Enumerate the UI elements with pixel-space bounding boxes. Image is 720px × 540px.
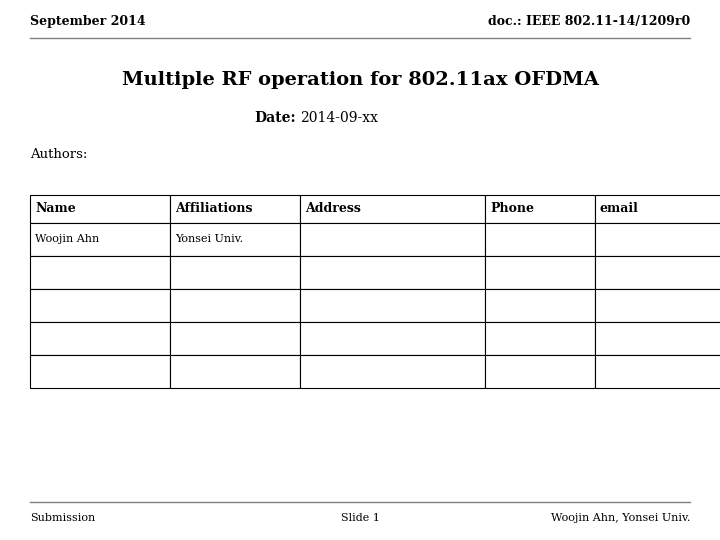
Bar: [485, 195, 595, 223]
Text: Affiliations: Affiliations: [175, 202, 253, 215]
Text: Woojin Ahn, Yonsei Univ.: Woojin Ahn, Yonsei Univ.: [551, 513, 690, 523]
Bar: [595, 223, 720, 256]
Bar: [300, 195, 485, 223]
Bar: [170, 256, 300, 289]
Text: September 2014: September 2014: [30, 16, 145, 29]
Bar: [300, 322, 485, 355]
Bar: [485, 256, 595, 289]
Bar: [170, 223, 300, 256]
Bar: [170, 289, 300, 322]
Text: email: email: [600, 202, 639, 215]
Bar: [170, 355, 300, 388]
Bar: [30, 256, 170, 289]
Text: doc.: IEEE 802.11-14/1209r0: doc.: IEEE 802.11-14/1209r0: [487, 16, 690, 29]
Bar: [300, 223, 485, 256]
Text: Phone: Phone: [490, 202, 534, 215]
Bar: [300, 289, 485, 322]
Bar: [595, 256, 720, 289]
Bar: [300, 355, 485, 388]
Text: Submission: Submission: [30, 513, 95, 523]
Bar: [30, 223, 170, 256]
Bar: [485, 355, 595, 388]
Bar: [595, 289, 720, 322]
Text: Yonsei Univ.: Yonsei Univ.: [175, 234, 243, 245]
Text: Woojin Ahn: Woojin Ahn: [35, 234, 99, 245]
Bar: [30, 195, 170, 223]
Text: Multiple RF operation for 802.11ax OFDMA: Multiple RF operation for 802.11ax OFDMA: [122, 71, 598, 89]
Bar: [485, 322, 595, 355]
Text: Slide 1: Slide 1: [341, 513, 379, 523]
Text: Address: Address: [305, 202, 361, 215]
Bar: [595, 355, 720, 388]
Bar: [595, 322, 720, 355]
Bar: [485, 289, 595, 322]
Bar: [595, 195, 720, 223]
Text: Date:: Date:: [254, 111, 296, 125]
Text: Name: Name: [35, 202, 76, 215]
Bar: [170, 195, 300, 223]
Bar: [30, 355, 170, 388]
Bar: [30, 322, 170, 355]
Bar: [300, 256, 485, 289]
Bar: [485, 223, 595, 256]
Text: 2014-09-xx: 2014-09-xx: [300, 111, 378, 125]
Bar: [30, 289, 170, 322]
Text: Authors:: Authors:: [30, 148, 87, 161]
Bar: [170, 322, 300, 355]
